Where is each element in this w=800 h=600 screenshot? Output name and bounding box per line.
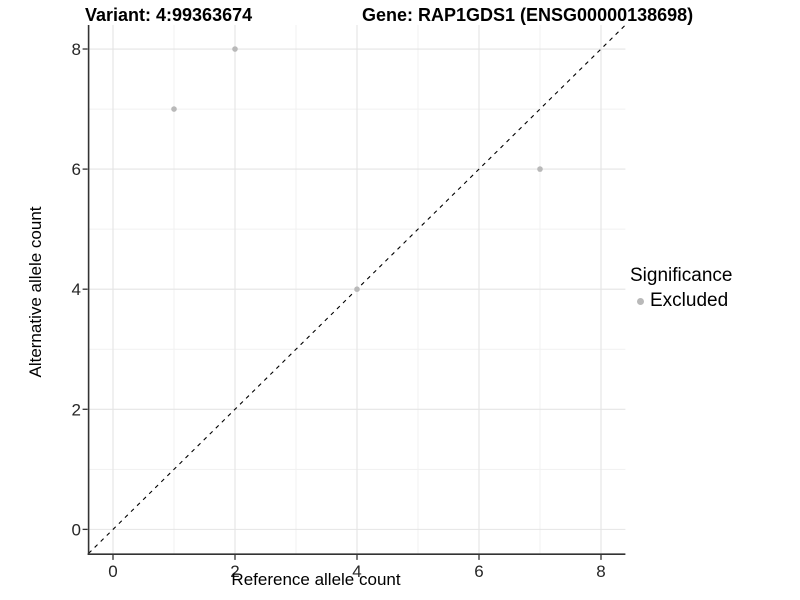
legend: Significance Excluded [630,265,732,312]
data-point [232,46,238,52]
x-tick-label: 4 [352,562,361,581]
legend-key-dot [637,297,644,305]
data-point [537,166,543,172]
tick-marks [82,48,602,560]
y-tick-label: 4 [72,280,81,299]
x-axis-label: Reference allele count [231,570,401,589]
legend-item-excluded: Excluded [630,290,732,312]
legend-title: Significance [630,265,733,286]
y-tick-label: 0 [72,520,81,539]
y-axis-label: Alternative allele count [26,206,45,378]
data-point [354,286,360,293]
y-tick-labels: 0 2 4 6 8 [72,40,81,539]
y-tick-label: 6 [72,160,81,179]
x-tick-labels: 0 2 4 6 8 [108,562,605,581]
x-tick-label: 0 [108,562,117,581]
plot-title-gene: Gene: RAP1GDS1 (ENSG00000138698) [362,5,694,25]
plot-title-variant: Variant: 4:99363674 [85,5,253,25]
x-tick-label: 8 [596,562,605,581]
legend-item-label: Excluded [650,290,729,311]
x-tick-label: 6 [474,562,483,581]
axis-lines [87,25,626,556]
y-tick-label: 8 [72,40,81,59]
x-tick-label: 2 [230,562,239,581]
data-points-excluded [171,46,543,293]
y-tick-label: 2 [72,400,81,419]
data-point [171,106,177,112]
